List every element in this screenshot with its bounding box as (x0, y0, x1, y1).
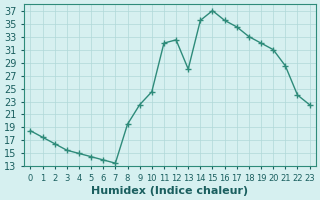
X-axis label: Humidex (Indice chaleur): Humidex (Indice chaleur) (92, 186, 249, 196)
